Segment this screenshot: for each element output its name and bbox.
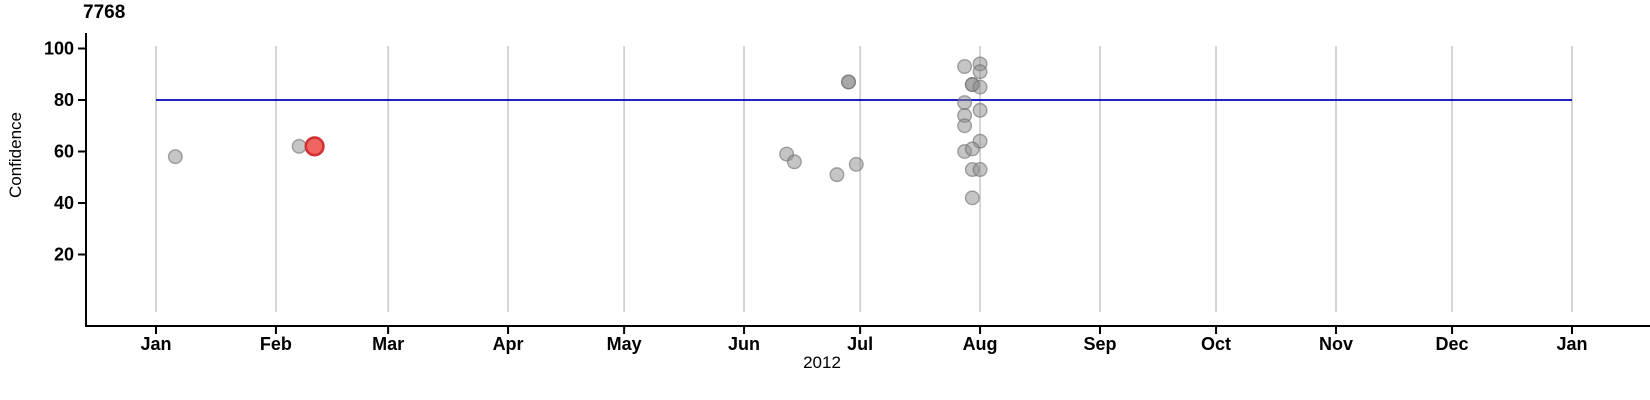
- y-tick-label: 20: [54, 245, 74, 265]
- data-point[interactable]: [841, 74, 857, 90]
- x-tick-label: Oct: [1201, 334, 1231, 354]
- selected-data-point[interactable]: [304, 136, 325, 157]
- x-tick-label: Nov: [1319, 334, 1353, 354]
- data-point[interactable]: [957, 118, 973, 134]
- x-tick-label: Jan: [140, 334, 171, 354]
- y-tick-label: 40: [54, 193, 74, 213]
- axes: Jan Feb Mar Apr May Jun Jul Aug Sep Oct Nov Dec Jan 2…: [44, 33, 1650, 354]
- x-tick-label: Feb: [260, 334, 292, 354]
- data-point[interactable]: [964, 141, 980, 157]
- x-tick-label: Aug: [963, 334, 998, 354]
- points-layer: [167, 56, 988, 206]
- x-axis-title: 2012: [803, 353, 841, 372]
- data-point[interactable]: [957, 59, 973, 75]
- data-point[interactable]: [972, 162, 988, 178]
- x-tick-label: Sep: [1083, 334, 1116, 354]
- data-point[interactable]: [972, 102, 988, 118]
- y-tick-label: 80: [54, 90, 74, 110]
- y-tick-label: 100: [44, 39, 74, 59]
- x-tick-label: Mar: [372, 334, 404, 354]
- x-tick-label: Jan: [1556, 334, 1587, 354]
- data-point[interactable]: [291, 138, 307, 154]
- data-point[interactable]: [167, 149, 183, 165]
- data-point[interactable]: [972, 64, 988, 80]
- data-point[interactable]: [957, 95, 973, 111]
- chart-title: 7768: [83, 2, 126, 23]
- x-tick-label: Dec: [1436, 334, 1469, 354]
- data-point[interactable]: [829, 167, 845, 183]
- data-point[interactable]: [848, 156, 864, 172]
- gridlines: [155, 46, 1573, 312]
- data-point[interactable]: [964, 190, 980, 206]
- x-tick-label: Jul: [847, 334, 873, 354]
- x-tick-label: Apr: [493, 334, 524, 354]
- x-tick-label: May: [607, 334, 642, 354]
- data-point[interactable]: [972, 79, 988, 95]
- y-tick-label: 60: [54, 142, 74, 162]
- data-point[interactable]: [786, 154, 802, 170]
- x-tick-label: Jun: [728, 334, 760, 354]
